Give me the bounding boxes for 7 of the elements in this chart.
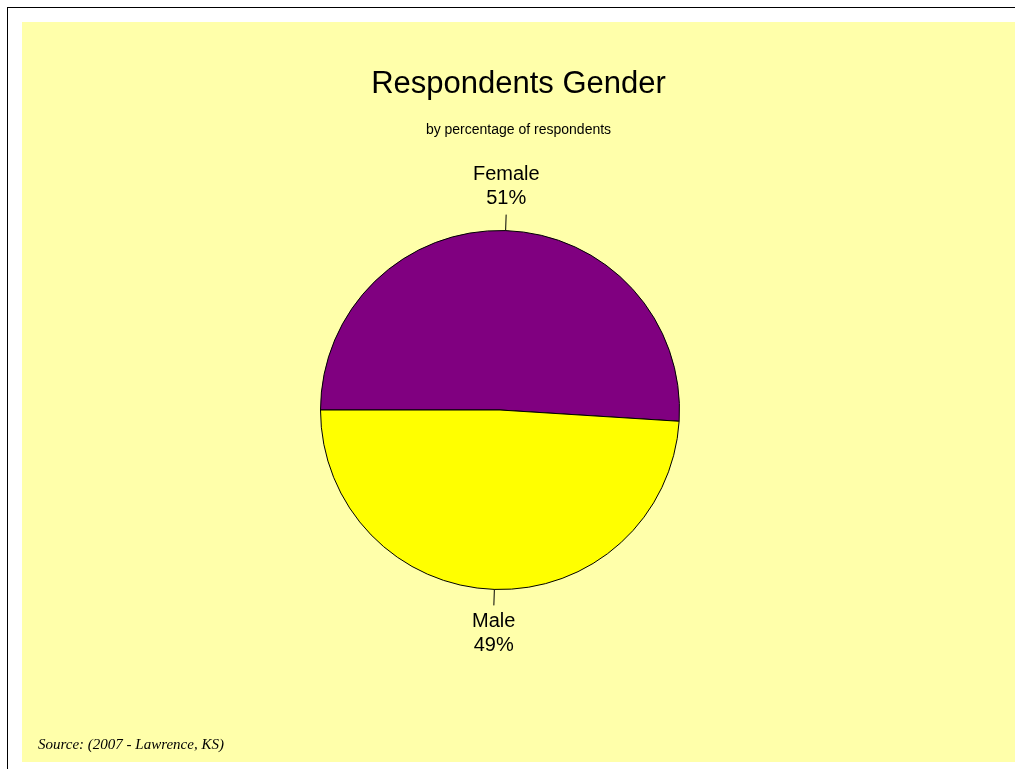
chart-subtitle: by percentage of respondents	[424, 121, 613, 137]
slice-label: Male	[472, 608, 516, 631]
slice-label: Female	[472, 162, 540, 185]
source-note: Source: (2007 - Lawrence, KS)	[38, 736, 224, 753]
data-label: 51%	[486, 186, 527, 209]
chart-title: Respondents Gender	[370, 65, 667, 101]
data-label: 49%	[473, 632, 514, 655]
